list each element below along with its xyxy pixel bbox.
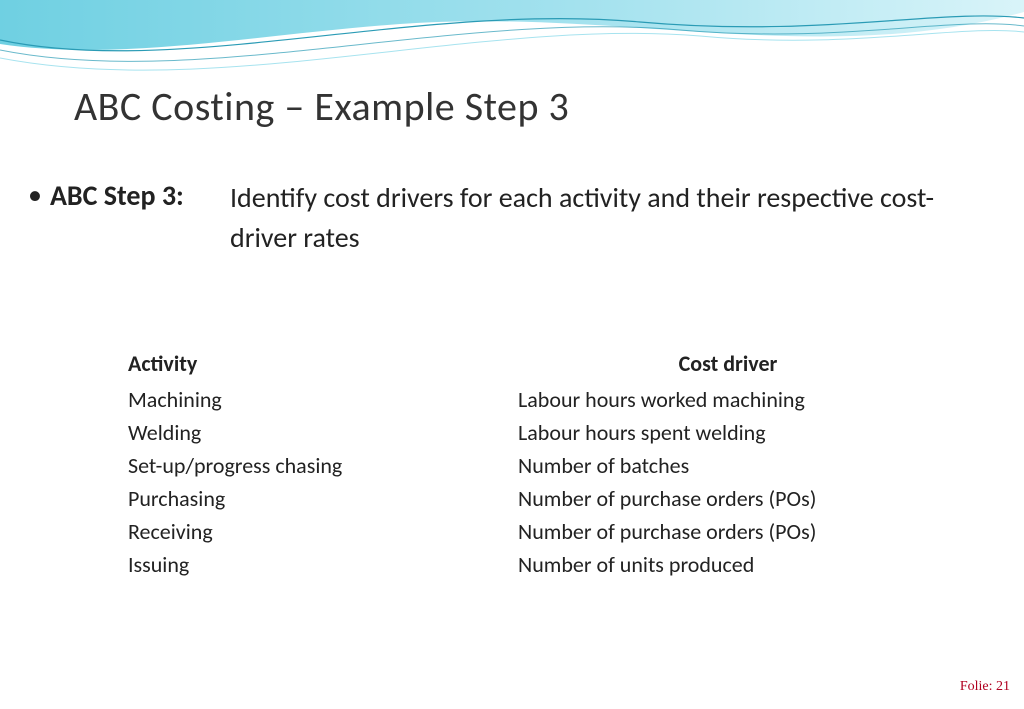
activity-cost-driver-table: Activity Cost driver Machining Labour ho…: [128, 350, 898, 581]
cell-activity: Set-up/progress chasing: [128, 449, 518, 482]
cell-activity: Machining: [128, 383, 518, 416]
col-header-activity: Activity: [128, 350, 518, 383]
cell-costdriver: Labour hours worked machining: [518, 383, 898, 416]
cell-activity: Issuing: [128, 548, 518, 581]
bullet-row: • ABC Step 3:: [28, 178, 230, 213]
cell-costdriver: Number of purchase orders (POs): [518, 515, 898, 548]
activity-table-area: Activity Cost driver Machining Labour ho…: [128, 350, 898, 581]
cell-activity: Purchasing: [128, 482, 518, 515]
table-header-row: Activity Cost driver: [128, 350, 898, 383]
col-header-costdriver: Cost driver: [518, 350, 898, 383]
step-label: ABC Step 3:: [50, 178, 230, 213]
slide-title: ABC Costing – Example Step 3: [74, 82, 569, 131]
cell-costdriver: Labour hours spent welding: [518, 416, 898, 449]
table-row: Receiving Number of purchase orders (POs…: [128, 515, 898, 548]
cell-costdriver: Number of batches: [518, 449, 898, 482]
slide-container: ABC Costing – Example Step 3 • ABC Step …: [0, 0, 1024, 709]
cell-activity: Welding: [128, 416, 518, 449]
table-row: Purchasing Number of purchase orders (PO…: [128, 482, 898, 515]
cell-costdriver: Number of purchase orders (POs): [518, 482, 898, 515]
cell-activity: Receiving: [128, 515, 518, 548]
bullet-marker: •: [28, 178, 42, 212]
step-description: Identify cost drivers for each activity …: [230, 178, 990, 258]
table-row: Welding Labour hours spent welding: [128, 416, 898, 449]
cell-costdriver: Number of units produced: [518, 548, 898, 581]
table-row: Machining Labour hours worked machining: [128, 383, 898, 416]
table-row: Set-up/progress chasing Number of batche…: [128, 449, 898, 482]
table-row: Issuing Number of units produced: [128, 548, 898, 581]
slide-number: Folie: 21: [960, 679, 1010, 695]
